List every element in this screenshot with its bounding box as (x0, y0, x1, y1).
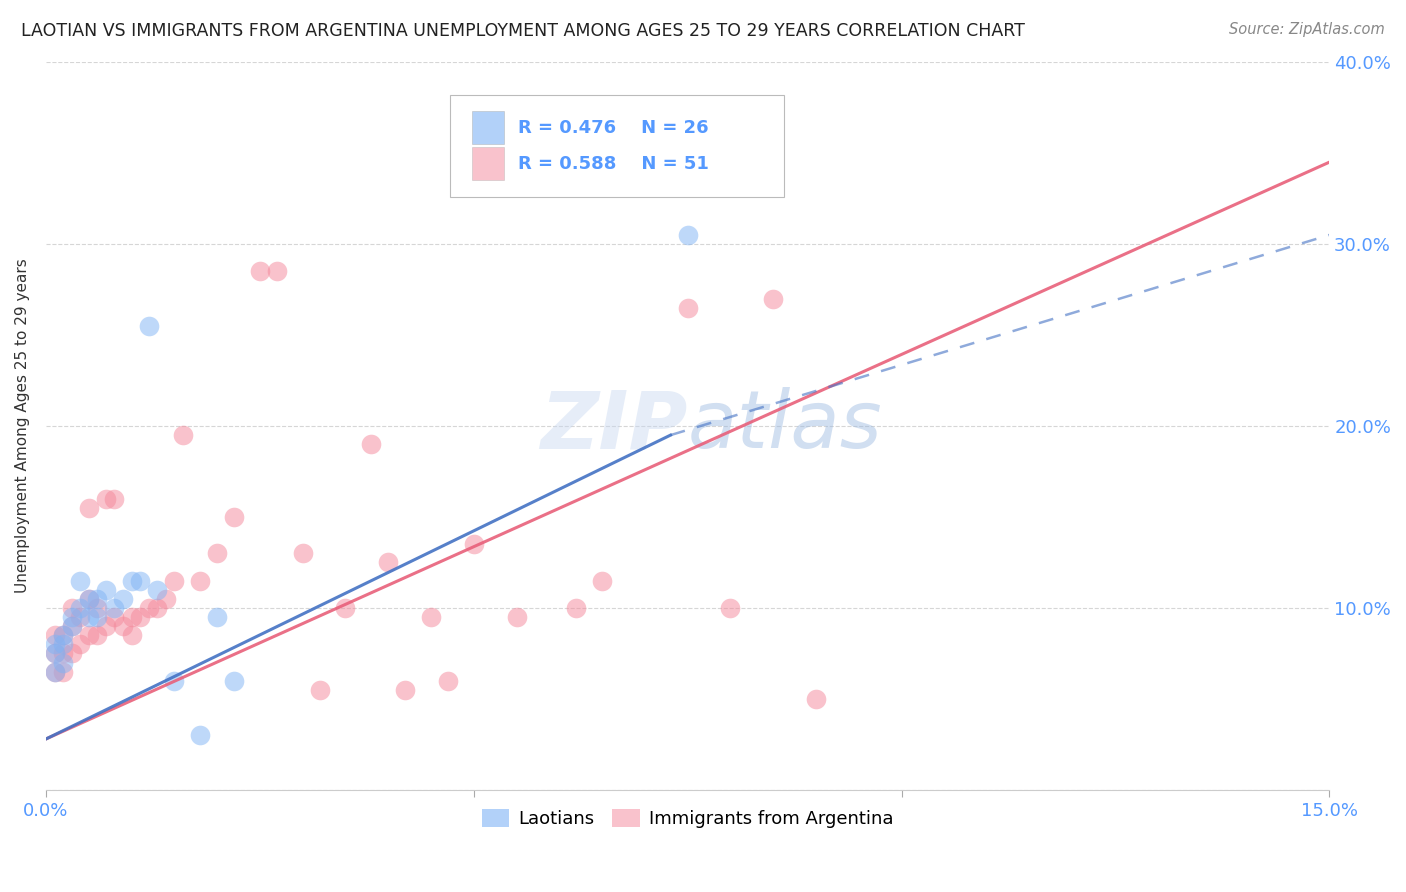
Point (163, 574, 186, 588)
Point (86, 591, 108, 606)
Point (44, 665, 66, 679)
Point (44, 647, 66, 661)
Point (155, 591, 177, 606)
Point (394, 682, 416, 697)
Point (52, 628, 75, 642)
Point (565, 601, 588, 615)
Point (121, 628, 143, 642)
Point (111, 591, 134, 606)
Point (103, 601, 125, 615)
Text: atlas: atlas (688, 387, 883, 465)
Point (146, 582, 169, 597)
Point (69, 637, 91, 651)
Point (291, 546, 314, 560)
Point (121, 610, 143, 624)
Point (188, 574, 211, 588)
Point (249, 264, 271, 278)
Point (77, 610, 100, 624)
Point (69, 601, 91, 615)
Legend: Laotians, Immigrants from Argentina: Laotians, Immigrants from Argentina (475, 802, 900, 836)
Point (52, 628, 75, 642)
Point (69, 574, 91, 588)
Point (86, 628, 108, 642)
Point (77, 628, 100, 642)
Point (77, 500, 100, 515)
Point (52, 665, 75, 679)
Point (60, 647, 83, 661)
Point (94, 582, 117, 597)
Point (762, 292, 785, 306)
Point (676, 227, 699, 242)
Point (60, 601, 83, 615)
Point (360, 437, 382, 451)
FancyBboxPatch shape (472, 111, 505, 144)
Point (718, 601, 741, 615)
Point (205, 610, 228, 624)
Y-axis label: Unemployment Among Ages 25 to 29 years: Unemployment Among Ages 25 to 29 years (15, 259, 30, 593)
Point (188, 728, 211, 742)
Point (266, 264, 288, 278)
Point (52, 656, 75, 670)
Point (163, 673, 186, 688)
Point (146, 601, 169, 615)
Point (86, 610, 108, 624)
Text: Source: ZipAtlas.com: Source: ZipAtlas.com (1229, 22, 1385, 37)
Point (44, 647, 66, 661)
Point (420, 610, 443, 624)
Point (129, 574, 152, 588)
Point (44, 637, 66, 651)
Point (437, 673, 460, 688)
Point (86, 601, 108, 615)
Text: ZIP: ZIP (540, 387, 688, 465)
Point (103, 491, 125, 506)
Text: LAOTIAN VS IMMIGRANTS FROM ARGENTINA UNEMPLOYMENT AMONG AGES 25 TO 29 YEARS CORR: LAOTIAN VS IMMIGRANTS FROM ARGENTINA UNE… (21, 22, 1025, 40)
Point (60, 610, 83, 624)
Point (463, 537, 485, 551)
Point (172, 428, 194, 442)
Point (804, 692, 827, 706)
Point (94, 491, 117, 506)
Point (224, 510, 246, 524)
Point (44, 628, 66, 642)
Point (591, 574, 613, 588)
Point (205, 546, 228, 560)
Point (77, 591, 100, 606)
Point (60, 619, 83, 633)
Point (111, 619, 134, 633)
Point (121, 574, 143, 588)
Point (52, 637, 75, 651)
FancyBboxPatch shape (472, 147, 505, 180)
Point (129, 610, 152, 624)
Point (505, 610, 527, 624)
Text: R = 0.588    N = 51: R = 0.588 N = 51 (519, 155, 709, 173)
Point (676, 301, 699, 315)
Point (224, 673, 246, 688)
Point (103, 610, 125, 624)
Point (138, 601, 160, 615)
FancyBboxPatch shape (450, 95, 785, 197)
Point (94, 619, 117, 633)
Point (548, 146, 571, 161)
Text: R = 0.476    N = 26: R = 0.476 N = 26 (519, 119, 709, 136)
Point (308, 682, 330, 697)
Point (44, 665, 66, 679)
Point (138, 318, 160, 333)
Point (377, 556, 399, 570)
Point (60, 619, 83, 633)
Point (52, 647, 75, 661)
Point (335, 601, 357, 615)
Point (69, 610, 91, 624)
Point (77, 591, 100, 606)
